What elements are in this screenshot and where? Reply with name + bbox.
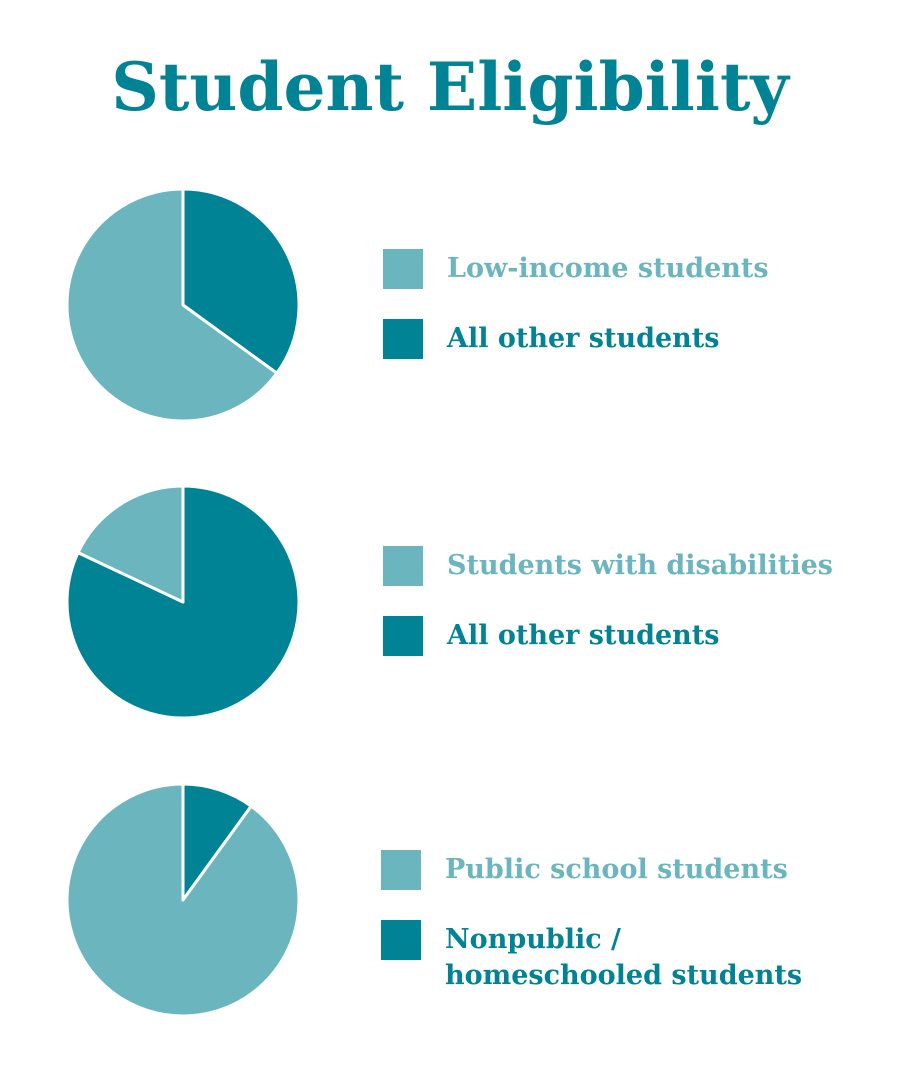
pie-chart-disabilities xyxy=(65,484,301,720)
legend-disabilities: Students with disabilities All other stu… xyxy=(383,546,833,686)
pie-chart-school-type xyxy=(65,782,301,1018)
legend-label: Public school students xyxy=(445,854,788,885)
pie-slice-public-school-students xyxy=(65,782,301,1018)
legend-label: Low-income students xyxy=(447,253,769,284)
legend-swatch xyxy=(381,920,421,960)
pie-slice-students-with-disabilities xyxy=(76,484,185,604)
pie-chart-income xyxy=(65,187,301,423)
pie-slice-all-other-students xyxy=(181,187,301,375)
legend-item: All other students xyxy=(383,616,833,656)
legend-item: All other students xyxy=(383,319,769,359)
legend-income: Low-income students All other students xyxy=(383,249,769,389)
legend-swatch xyxy=(381,850,421,890)
legend-swatch xyxy=(383,319,423,359)
legend-item: Public school students xyxy=(381,850,845,890)
legend-item: Low-income students xyxy=(383,249,769,289)
legend-swatch xyxy=(383,249,423,289)
legend-swatch xyxy=(383,616,423,656)
legend-label: All other students xyxy=(447,323,720,354)
legend-item: Students with disabilities xyxy=(383,546,833,586)
legend-label: Nonpublic / homeschooled students xyxy=(445,924,803,991)
legend-label: All other students xyxy=(447,620,720,651)
legend-swatch xyxy=(383,546,423,586)
legend-item: Nonpublic / homeschooled students xyxy=(381,920,845,994)
legend-school-type: Public school students Nonpublic / homes… xyxy=(381,850,845,1024)
chart-title: Student Eligibility xyxy=(111,48,789,126)
legend-label: Students with disabilities xyxy=(447,550,833,581)
pie-slice-low-income-students xyxy=(65,187,279,423)
